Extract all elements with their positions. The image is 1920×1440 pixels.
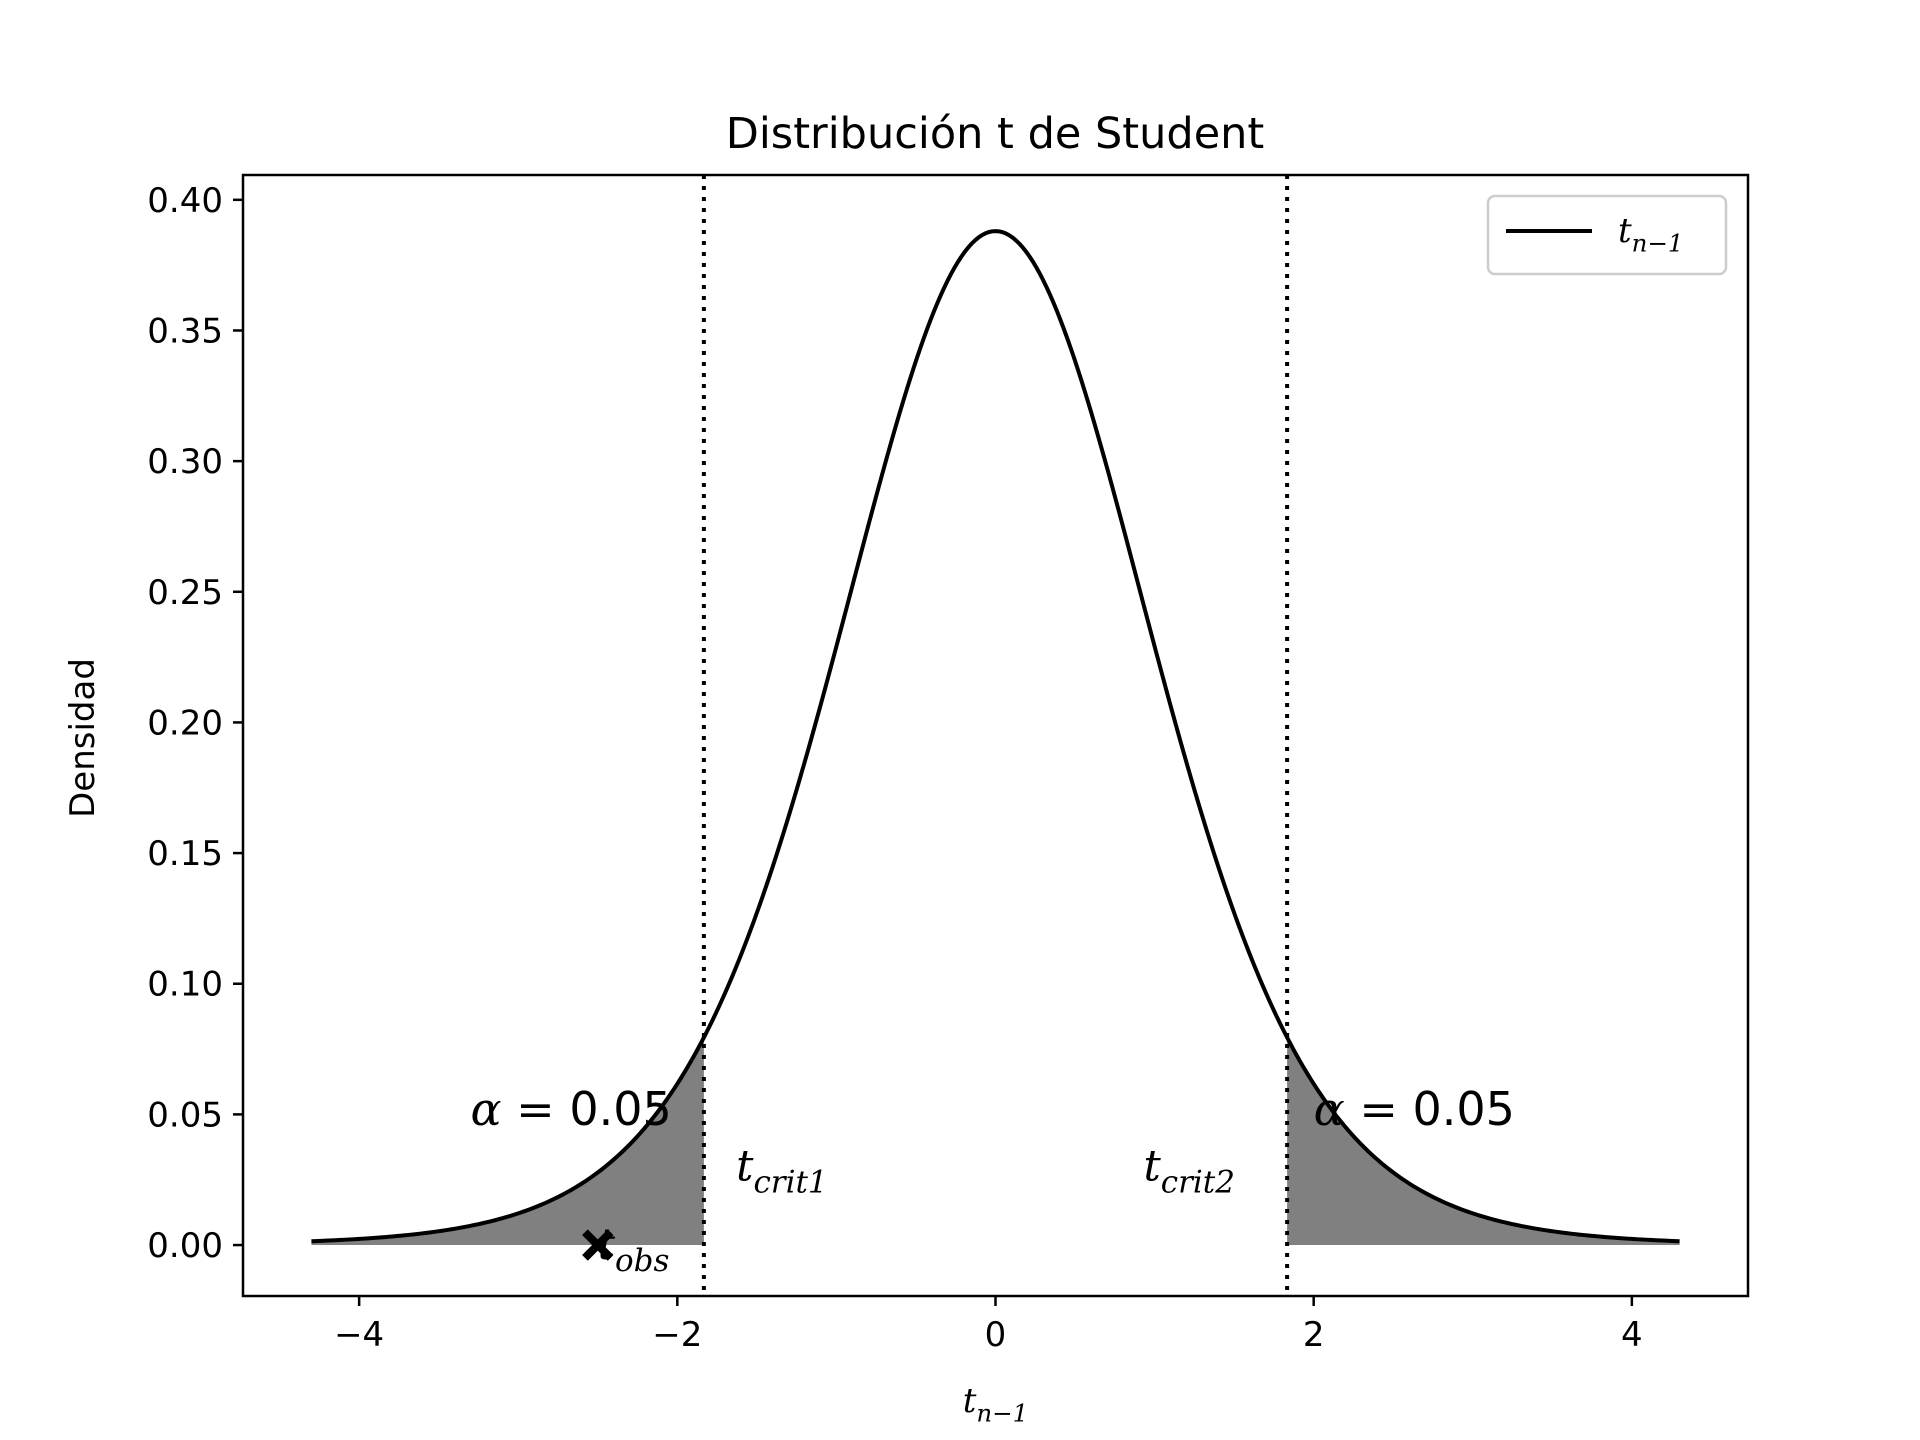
alpha-label-right: α = 0.05 bbox=[1314, 1082, 1515, 1136]
x-tick-label: −2 bbox=[652, 1315, 702, 1355]
y-axis-label: Densidad bbox=[63, 658, 103, 818]
tobs-label: tobs bbox=[598, 1220, 670, 1279]
y-tick-label: 0.40 bbox=[147, 181, 223, 221]
svg-text:tcrit1: tcrit1 bbox=[736, 1142, 827, 1201]
tcrit2-label: tcrit2 bbox=[1143, 1142, 1234, 1201]
tcrit1-label: tcrit1 bbox=[736, 1142, 827, 1201]
svg-text:tcrit2: tcrit2 bbox=[1143, 1142, 1234, 1201]
chart-title: Distribución t de Student bbox=[726, 109, 1265, 159]
y-tick-label: 0.35 bbox=[147, 311, 223, 351]
svg-text:tn−1: tn−1 bbox=[963, 1381, 1029, 1428]
x-tick-label: −4 bbox=[334, 1315, 384, 1355]
y-tick-label: 0.30 bbox=[147, 442, 223, 482]
svg-text:tobs: tobs bbox=[598, 1220, 670, 1279]
y-tick-label: 0.20 bbox=[147, 703, 223, 743]
axes: −4 −2 0 2 4 0.00 0.05 0.10 0.15 0.20 0.25 0.30 0.35 0… bbox=[147, 173, 1750, 1355]
y-tick-label: 0.10 bbox=[147, 965, 223, 1005]
svg-text:α = 0.05: α = 0.05 bbox=[471, 1082, 672, 1136]
x-tick-label: 4 bbox=[1621, 1315, 1643, 1355]
legend: tn−1 bbox=[1486, 194, 1728, 276]
alpha-label-left: α = 0.05 bbox=[471, 1082, 672, 1136]
x-tick-label: 0 bbox=[985, 1315, 1007, 1355]
annotations: tn−1 α = 0.05 α = 0.05 tcrit1 tcrit2 tobs bbox=[471, 1082, 1515, 1427]
shaded-region-right bbox=[1287, 1037, 1680, 1246]
y-tick-label: 0.05 bbox=[147, 1095, 223, 1135]
density-curve bbox=[311, 229, 1680, 1244]
shaded-region-left bbox=[311, 1037, 704, 1246]
y-tick-label: 0.15 bbox=[147, 834, 223, 874]
x-tick-label: 2 bbox=[1303, 1315, 1325, 1355]
x-axis-label: tn−1 bbox=[963, 1381, 1029, 1428]
y-tick-label: 0.00 bbox=[147, 1226, 223, 1266]
plot-area bbox=[311, 175, 1680, 1296]
svg-text:α = 0.05: α = 0.05 bbox=[1314, 1082, 1515, 1136]
svg-text:tn−1: tn−1 bbox=[1618, 211, 1684, 258]
legend-box bbox=[1486, 194, 1728, 276]
observed-point-marker bbox=[582, 1229, 614, 1261]
legend-label: tn−1 bbox=[1618, 211, 1684, 258]
y-tick-label: 0.25 bbox=[147, 573, 223, 613]
